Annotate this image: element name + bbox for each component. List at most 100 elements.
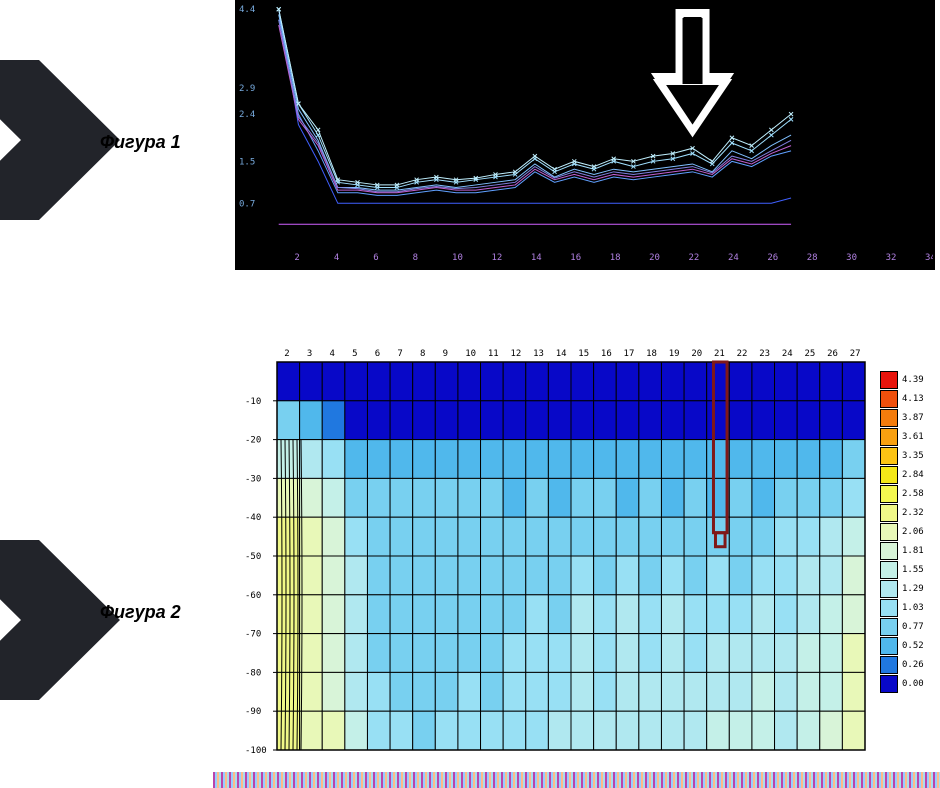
svg-text:12: 12 bbox=[491, 253, 502, 263]
legend-swatch bbox=[880, 447, 898, 465]
legend-value: 0.00 bbox=[902, 679, 924, 689]
svg-text:14: 14 bbox=[556, 349, 567, 359]
legend-row: 0.00 bbox=[880, 674, 940, 693]
legend-row: 2.32 bbox=[880, 503, 940, 522]
svg-text:6: 6 bbox=[375, 349, 380, 359]
svg-text:20: 20 bbox=[691, 349, 702, 359]
svg-text:23: 23 bbox=[759, 349, 770, 359]
svg-text:16: 16 bbox=[601, 349, 612, 359]
legend-row: 1.81 bbox=[880, 541, 940, 560]
legend-value: 2.58 bbox=[902, 489, 924, 499]
figure1-line-chart: 0.71.52.42.94.42468101214161820222426283… bbox=[235, 0, 935, 270]
svg-text:1.5: 1.5 bbox=[239, 157, 255, 167]
legend-value: 3.35 bbox=[902, 451, 924, 461]
figure2-svg: 2345678910111213141516171819202122232425… bbox=[235, 340, 875, 760]
svg-text:3: 3 bbox=[307, 349, 312, 359]
svg-text:10: 10 bbox=[452, 253, 463, 263]
svg-text:8: 8 bbox=[420, 349, 425, 359]
svg-text:4: 4 bbox=[330, 349, 335, 359]
legend-swatch bbox=[880, 428, 898, 446]
legend-row: 3.61 bbox=[880, 427, 940, 446]
legend-row: 0.77 bbox=[880, 617, 940, 636]
legend-row: 2.84 bbox=[880, 465, 940, 484]
svg-text:18: 18 bbox=[610, 253, 621, 263]
svg-text:12: 12 bbox=[510, 349, 521, 359]
legend-row: 3.35 bbox=[880, 446, 940, 465]
svg-text:19: 19 bbox=[669, 349, 680, 359]
page: Фигура 1 Фигура 2 0.71.52.42.94.42468101… bbox=[0, 0, 940, 788]
svg-text:20: 20 bbox=[649, 253, 660, 263]
legend-swatch bbox=[880, 637, 898, 655]
svg-text:-100: -100 bbox=[245, 746, 267, 756]
legend-value: 0.52 bbox=[902, 641, 924, 651]
legend-swatch bbox=[880, 618, 898, 636]
legend-row: 2.06 bbox=[880, 522, 940, 541]
svg-text:18: 18 bbox=[646, 349, 657, 359]
svg-text:-10: -10 bbox=[245, 397, 261, 407]
legend-swatch bbox=[880, 485, 898, 503]
legend-value: 1.55 bbox=[902, 565, 924, 575]
svg-text:-30: -30 bbox=[245, 474, 261, 484]
svg-text:22: 22 bbox=[737, 349, 748, 359]
svg-text:2: 2 bbox=[294, 253, 299, 263]
svg-text:7: 7 bbox=[397, 349, 402, 359]
svg-text:24: 24 bbox=[782, 349, 793, 359]
legend-row: 1.29 bbox=[880, 579, 940, 598]
legend-row: 1.03 bbox=[880, 598, 940, 617]
svg-text:0.7: 0.7 bbox=[239, 199, 255, 209]
svg-text:9: 9 bbox=[443, 349, 448, 359]
legend-row: 0.52 bbox=[880, 636, 940, 655]
legend-row: 0.26 bbox=[880, 655, 940, 674]
svg-text:-60: -60 bbox=[245, 591, 261, 601]
legend-value: 1.29 bbox=[902, 584, 924, 594]
noise-bar bbox=[213, 772, 940, 788]
legend-value: 0.26 bbox=[902, 660, 924, 670]
figure2-label: Фигура 2 bbox=[100, 602, 181, 623]
svg-text:14: 14 bbox=[531, 253, 542, 263]
svg-text:4.4: 4.4 bbox=[239, 5, 255, 15]
svg-text:-20: -20 bbox=[245, 436, 261, 446]
svg-text:26: 26 bbox=[827, 349, 838, 359]
figure2-heatmap: 2345678910111213141516171819202122232425… bbox=[235, 340, 935, 760]
svg-text:4: 4 bbox=[334, 253, 339, 263]
svg-text:-70: -70 bbox=[245, 630, 261, 640]
svg-text:13: 13 bbox=[533, 349, 544, 359]
legend-value: 2.06 bbox=[902, 527, 924, 537]
legend-value: 4.13 bbox=[902, 394, 924, 404]
figure1-svg: 0.71.52.42.94.42468101214161820222426283… bbox=[237, 2, 933, 268]
legend-swatch bbox=[880, 409, 898, 427]
svg-text:2.4: 2.4 bbox=[239, 110, 255, 120]
legend-swatch bbox=[880, 466, 898, 484]
legend-row: 4.13 bbox=[880, 389, 940, 408]
svg-text:-80: -80 bbox=[245, 668, 261, 678]
legend-row: 1.55 bbox=[880, 560, 940, 579]
svg-text:16: 16 bbox=[570, 253, 581, 263]
svg-text:5: 5 bbox=[352, 349, 357, 359]
svg-text:11: 11 bbox=[488, 349, 499, 359]
legend-swatch bbox=[880, 561, 898, 579]
svg-text:28: 28 bbox=[807, 253, 818, 263]
svg-text:2.9: 2.9 bbox=[239, 84, 255, 94]
legend-row: 4.39 bbox=[880, 370, 940, 389]
svg-text:34: 34 bbox=[925, 253, 933, 263]
legend-swatch bbox=[880, 675, 898, 693]
legend-swatch bbox=[880, 504, 898, 522]
figure1-label: Фигура 1 bbox=[100, 132, 181, 153]
legend-swatch bbox=[880, 542, 898, 560]
svg-text:22: 22 bbox=[689, 253, 700, 263]
legend-row: 3.87 bbox=[880, 408, 940, 427]
svg-text:30: 30 bbox=[846, 253, 857, 263]
legend-swatch bbox=[880, 599, 898, 617]
legend-value: 2.84 bbox=[902, 470, 924, 480]
legend-value: 2.32 bbox=[902, 508, 924, 518]
legend-swatch bbox=[880, 523, 898, 541]
svg-text:2: 2 bbox=[284, 349, 289, 359]
svg-text:27: 27 bbox=[850, 349, 861, 359]
legend-value: 4.39 bbox=[902, 375, 924, 385]
legend-value: 3.87 bbox=[902, 413, 924, 423]
legend-swatch bbox=[880, 580, 898, 598]
svg-text:6: 6 bbox=[373, 253, 378, 263]
svg-text:25: 25 bbox=[804, 349, 815, 359]
legend-value: 3.61 bbox=[902, 432, 924, 442]
legend-value: 1.81 bbox=[902, 546, 924, 556]
